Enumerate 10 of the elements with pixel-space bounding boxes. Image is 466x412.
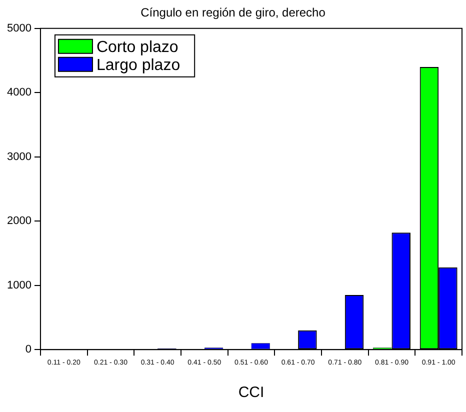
legend-label: Largo plazo	[96, 56, 180, 74]
y-tick-label: 3000	[6, 150, 32, 163]
y-tick-label: 2000	[6, 215, 32, 228]
y-tick-label: 5000	[6, 22, 32, 34]
chart-title: Cíngulo en región de giro, derecho	[140, 6, 326, 20]
legend-label: Corto plazo	[96, 38, 178, 56]
y-tick-label: 0	[25, 344, 32, 356]
x-axis-title: CCI	[238, 384, 264, 402]
y-tick-label: 4000	[6, 86, 32, 99]
y-tick-label: 1000	[6, 279, 32, 292]
